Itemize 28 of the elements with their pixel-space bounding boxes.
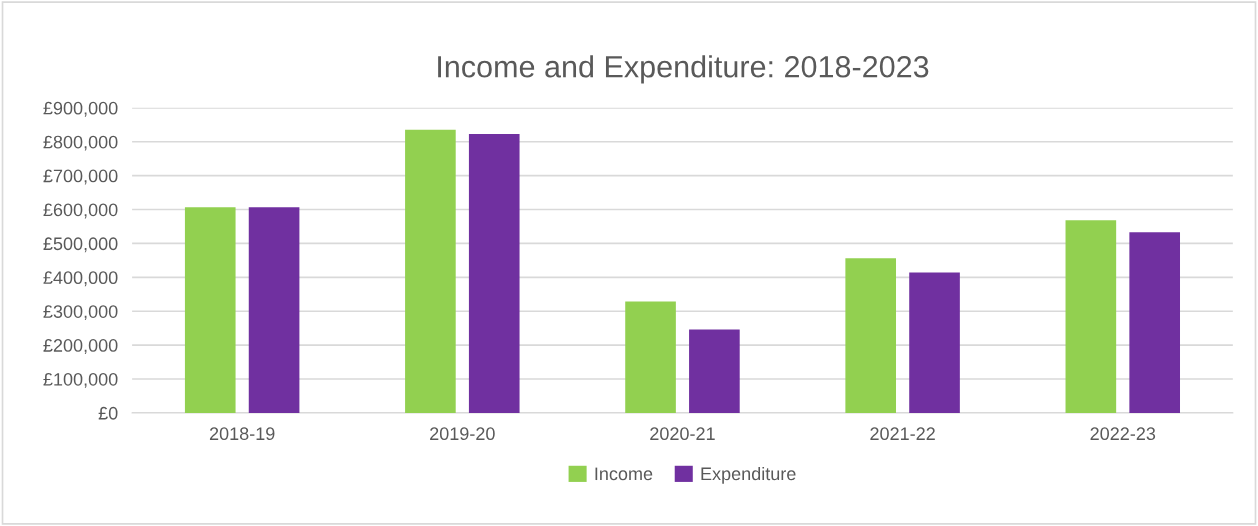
y-tick-label: £0	[98, 406, 118, 420]
bar	[909, 272, 960, 413]
x-tick-label: 2020-21	[650, 427, 715, 441]
y-tick-label: £500,000	[43, 237, 118, 253]
bar	[1065, 220, 1117, 413]
bar	[845, 258, 897, 413]
y-tick-label: £100,000	[43, 372, 118, 388]
y-tick-label: £800,000	[43, 135, 118, 151]
x-tick-label: 2021-22	[870, 427, 935, 441]
y-tick-label: £900,000	[43, 101, 118, 117]
x-tick-label: 2018-19	[209, 427, 275, 441]
y-tick-label: £400,000	[43, 271, 118, 287]
bar	[248, 207, 300, 413]
bar	[1129, 232, 1180, 413]
legend-label: Income	[595, 467, 653, 481]
bar	[184, 207, 236, 413]
x-tick-label: 2022-23	[1090, 427, 1156, 441]
bar	[689, 329, 740, 413]
y-tick-label: £700,000	[43, 169, 118, 185]
bar	[405, 129, 456, 413]
y-tick-label: £200,000	[43, 339, 118, 354]
x-tick-label: 2019-20	[430, 427, 495, 441]
chart-title: Income and Expenditure: 2018-2023	[438, 55, 929, 84]
y-tick-label: £600,000	[43, 203, 118, 219]
legend-label: Expenditure	[701, 466, 796, 484]
bar	[468, 133, 520, 413]
y-tick-label: £300,000	[43, 305, 118, 321]
bar	[625, 301, 676, 413]
